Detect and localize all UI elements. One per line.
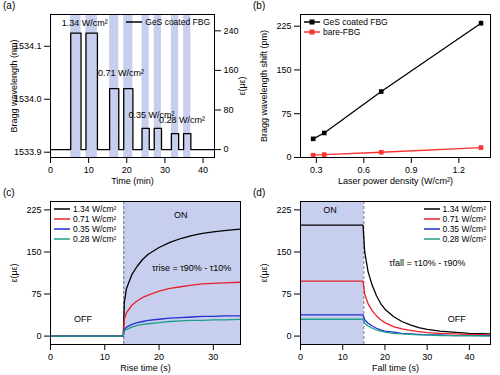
html-text:0.28 W/cm²: 0.28 W/cm² xyxy=(73,234,117,244)
svg-text:Bragg wavelength (nm): Bragg wavelength (nm) xyxy=(9,39,19,132)
svg-text:20: 20 xyxy=(154,352,164,362)
svg-text:0.9: 0.9 xyxy=(405,165,418,175)
svg-text:0: 0 xyxy=(286,331,291,341)
svg-text:ON: ON xyxy=(174,210,188,220)
svg-text:75: 75 xyxy=(281,109,291,119)
svg-text:225: 225 xyxy=(276,21,291,31)
svg-text:0.35 W/cm²: 0.35 W/cm² xyxy=(128,110,175,120)
svg-text:20: 20 xyxy=(122,165,132,175)
html-text:(c): (c) xyxy=(3,187,15,198)
svg-text:10: 10 xyxy=(338,352,348,362)
html-text:0.35 W/cm²: 0.35 W/cm² xyxy=(73,224,117,234)
svg-text:75: 75 xyxy=(281,289,291,299)
svg-text:40: 40 xyxy=(198,165,208,175)
svg-text:160: 160 xyxy=(224,65,239,75)
svg-text:1534.0: 1534.0 xyxy=(14,94,42,105)
svg-text:ε(με): ε(με) xyxy=(237,76,247,95)
html-text:1.34 W/cm²: 1.34 W/cm² xyxy=(442,204,486,214)
html-text:0.28 W/cm²: 0.28 W/cm² xyxy=(442,234,486,244)
svg-text:0.6: 0.6 xyxy=(358,165,371,175)
svg-text:Bragg wavelength shift (pm): Bragg wavelength shift (pm) xyxy=(259,30,269,142)
svg-text:1534.1: 1534.1 xyxy=(14,41,42,52)
svg-text:Laser power density (W/cm²): Laser power density (W/cm²) xyxy=(338,176,453,186)
svg-text:240: 240 xyxy=(224,26,239,36)
svg-text:150: 150 xyxy=(276,65,291,75)
svg-text:1.2: 1.2 xyxy=(453,165,466,175)
svg-text:Fall time (s): Fall time (s) xyxy=(372,363,419,373)
svg-text:0: 0 xyxy=(224,144,229,154)
svg-text:10: 10 xyxy=(100,352,110,362)
svg-text:ε(με): ε(με) xyxy=(9,263,19,282)
html-text:0.71 W/cm²: 0.71 W/cm² xyxy=(442,214,486,224)
svg-text:τfall = τ10% - τ90%: τfall = τ10% - τ90% xyxy=(389,258,465,268)
svg-text:150: 150 xyxy=(26,247,41,257)
svg-text:0.71 W/cm²: 0.71 W/cm² xyxy=(98,68,144,78)
svg-text:OFF: OFF xyxy=(448,314,466,324)
svg-text:0: 0 xyxy=(48,352,53,362)
svg-text:τrise = τ90% - τ10%: τrise = τ90% - τ10% xyxy=(152,263,231,273)
svg-text:0: 0 xyxy=(286,152,291,162)
svg-text:75: 75 xyxy=(31,289,41,299)
svg-text:225: 225 xyxy=(276,205,291,215)
svg-text:Rise time (s): Rise time (s) xyxy=(120,363,171,373)
html-text:0.71 W/cm²: 0.71 W/cm² xyxy=(73,214,117,224)
svg-text:Time (min): Time (min) xyxy=(111,176,154,186)
svg-text:0.28 W/cm²: 0.28 W/cm² xyxy=(159,115,205,125)
svg-text:1533.9: 1533.9 xyxy=(14,147,42,157)
svg-text:0: 0 xyxy=(36,331,41,341)
html-text:(a): (a) xyxy=(3,0,16,11)
svg-text:1.34 W/cm²: 1.34 W/cm² xyxy=(62,18,108,28)
html-text:0.35 W/cm²: 0.35 W/cm² xyxy=(442,224,486,234)
svg-text:10: 10 xyxy=(84,165,94,175)
svg-text:20: 20 xyxy=(380,352,390,362)
html-text:(b): (b) xyxy=(253,0,266,11)
svg-text:225: 225 xyxy=(26,205,41,215)
svg-text:30: 30 xyxy=(160,165,170,175)
svg-text:ON: ON xyxy=(323,205,337,215)
html-text:GeS coated FBG: GeS coated FBG xyxy=(323,17,388,27)
svg-text:30: 30 xyxy=(208,352,218,362)
svg-text:0: 0 xyxy=(298,352,303,362)
svg-text:80: 80 xyxy=(224,105,234,115)
html-text:GeS coated FBG: GeS coated FBG xyxy=(145,17,210,27)
svg-text:ε(με): ε(με) xyxy=(259,263,269,282)
svg-text:40: 40 xyxy=(464,352,474,362)
svg-text:0: 0 xyxy=(48,165,53,175)
svg-text:30: 30 xyxy=(422,352,432,362)
html-text:bare-FBG: bare-FBG xyxy=(323,27,361,37)
svg-text:0.3: 0.3 xyxy=(310,165,323,175)
html-text:1.34 W/cm²: 1.34 W/cm² xyxy=(73,204,117,214)
svg-text:OFF: OFF xyxy=(74,314,92,324)
html-text:(d): (d) xyxy=(253,187,266,198)
svg-text:150: 150 xyxy=(276,247,291,257)
